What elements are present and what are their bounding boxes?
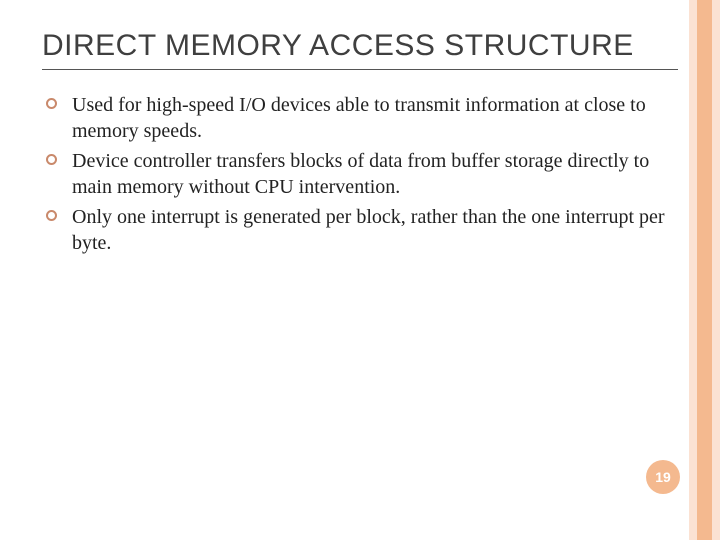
accent-side-bars [689, 0, 720, 540]
list-item: Device controller transfers blocks of da… [42, 148, 678, 200]
list-item: Used for high-speed I/O devices able to … [42, 92, 678, 144]
bullet-marker-icon [46, 98, 57, 109]
accent-bar [689, 0, 697, 540]
bullet-text: Device controller transfers blocks of da… [72, 150, 649, 198]
title-underline [42, 69, 678, 70]
slide-title: DIRECT MEMORY ACCESS STRUCTURE [42, 28, 678, 63]
accent-bar [697, 0, 712, 540]
page-number-badge: 19 [646, 460, 680, 494]
accent-bar [712, 0, 720, 540]
bullet-marker-icon [46, 210, 57, 221]
slide: DIRECT MEMORY ACCESS STRUCTURE Used for … [0, 0, 720, 540]
list-item: Only one interrupt is generated per bloc… [42, 204, 678, 256]
bullet-text: Only one interrupt is generated per bloc… [72, 206, 665, 254]
page-number: 19 [655, 469, 671, 485]
bullet-list: Used for high-speed I/O devices able to … [42, 92, 678, 256]
bullet-text: Used for high-speed I/O devices able to … [72, 94, 646, 142]
bullet-marker-icon [46, 154, 57, 165]
